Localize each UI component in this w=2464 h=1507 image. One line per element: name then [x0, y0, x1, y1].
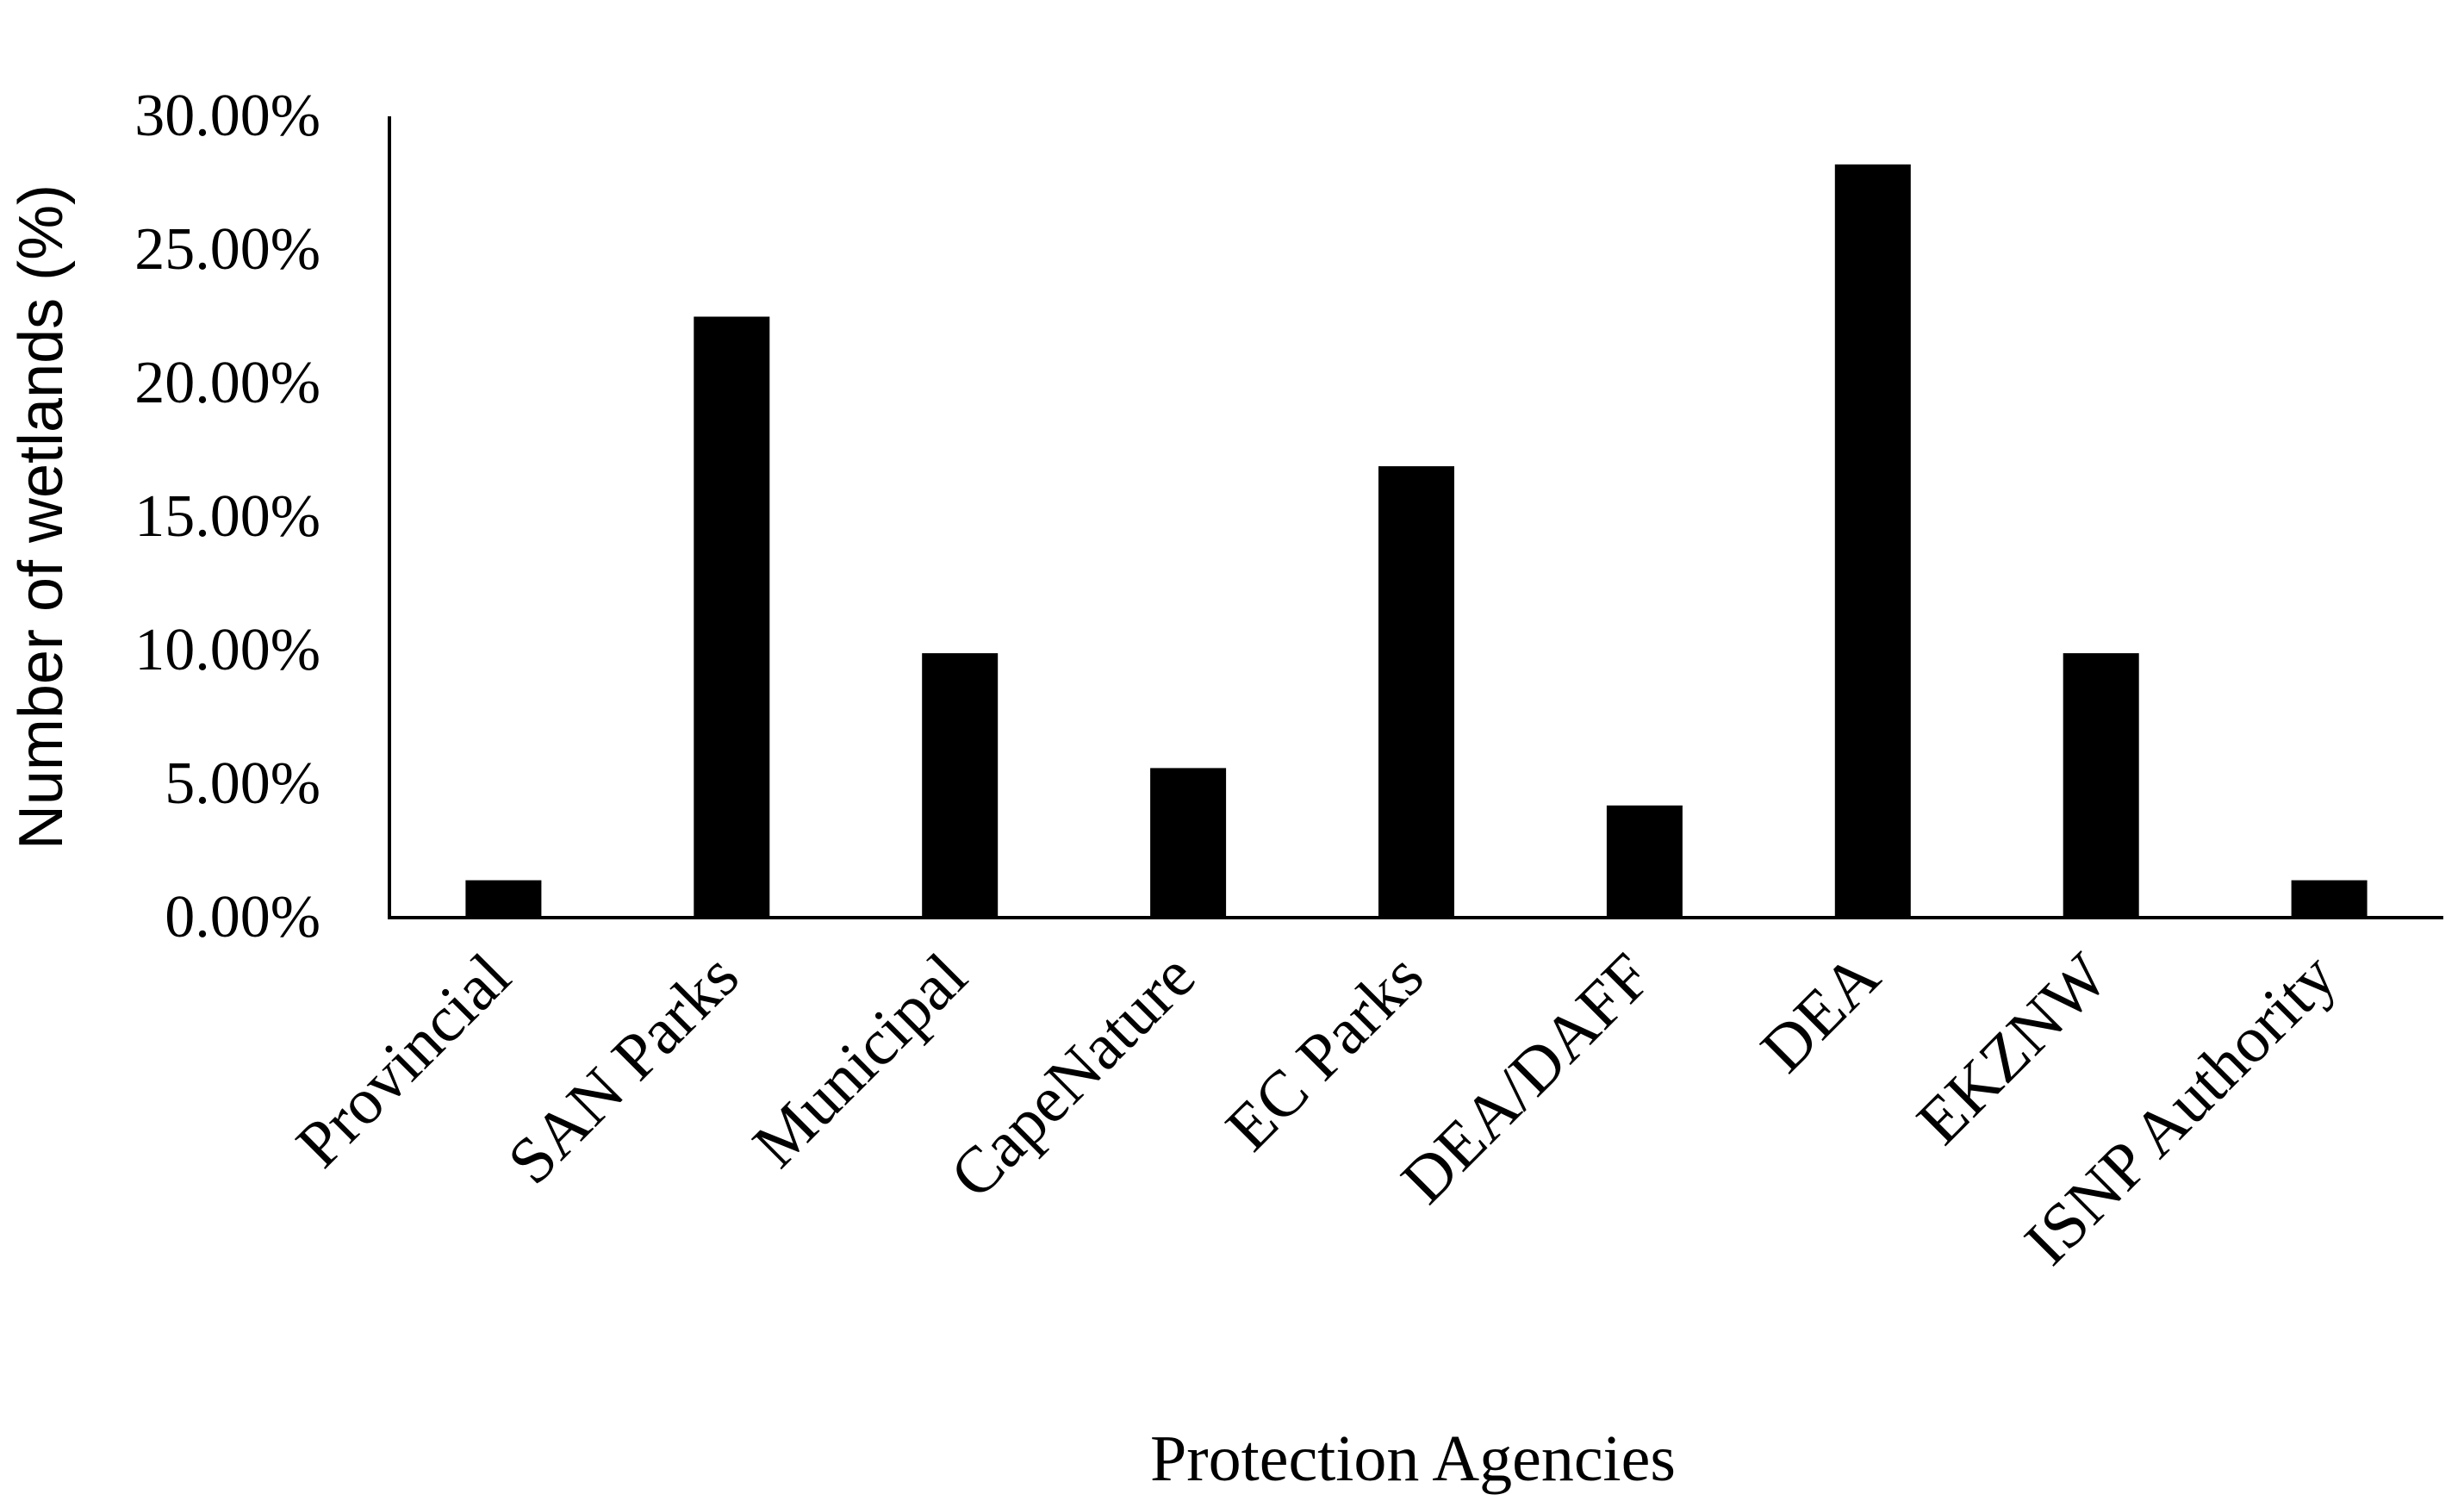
- bar: [1378, 466, 1454, 918]
- bar: [1150, 768, 1227, 918]
- bar: [922, 653, 999, 918]
- bar: [1834, 164, 1911, 919]
- y-tick-labels: 0.00% 5.00% 10.00% 15.00% 20.00% 25.00% 30.00%: [134, 83, 320, 950]
- bar: [694, 316, 770, 918]
- y-tick-label: 20.00%: [134, 350, 320, 416]
- x-axis-title: Protection Agencies: [1150, 1423, 1676, 1495]
- x-tick-label: EC Parks: [1212, 940, 1437, 1165]
- bars-layer: [465, 164, 2368, 919]
- x-tick-label: Municipal: [739, 940, 980, 1181]
- y-tick-label: 10.00%: [134, 617, 320, 683]
- y-tick-label: 25.00%: [134, 216, 320, 283]
- x-tick-label: EKZNW: [1903, 939, 2122, 1158]
- y-tick-label: 30.00%: [134, 83, 320, 149]
- y-tick-label: 0.00%: [165, 884, 320, 950]
- y-tick-label: 15.00%: [134, 483, 320, 550]
- x-tick-label: CapeNature: [936, 940, 1209, 1212]
- bar: [2063, 653, 2139, 918]
- y-axis-title: Number of wetlands (%): [7, 184, 76, 850]
- x-tick-label: Provincial: [283, 940, 524, 1181]
- bar: [2291, 880, 2368, 918]
- bar: [1606, 805, 1683, 918]
- x-tick-label: SAN Parks: [495, 940, 753, 1199]
- x-tick-label: DEA/DAFF: [1388, 940, 1665, 1217]
- axes-layer: [388, 116, 2443, 919]
- bar: [465, 880, 542, 918]
- x-tick-label: DEA: [1747, 940, 1894, 1087]
- y-tick-label: 5.00%: [165, 750, 320, 817]
